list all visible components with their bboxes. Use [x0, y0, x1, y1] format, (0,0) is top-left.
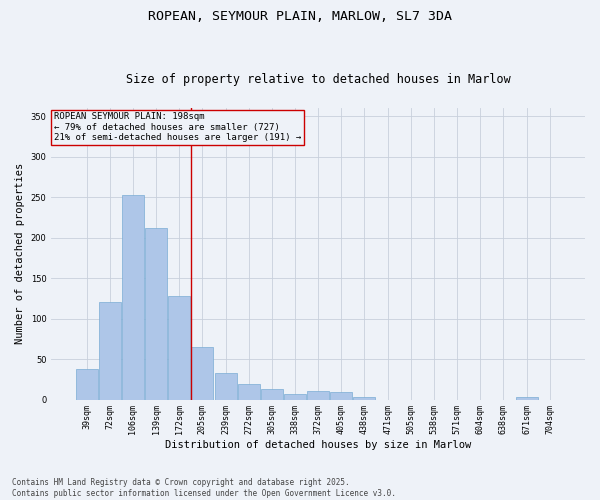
Bar — [99, 302, 121, 400]
Bar — [191, 347, 214, 400]
Text: ROPEAN, SEYMOUR PLAIN, MARLOW, SL7 3DA: ROPEAN, SEYMOUR PLAIN, MARLOW, SL7 3DA — [148, 10, 452, 23]
Bar — [261, 389, 283, 400]
Bar — [122, 196, 144, 400]
Text: ROPEAN SEYMOUR PLAIN: 198sqm
← 79% of detached houses are smaller (727)
21% of s: ROPEAN SEYMOUR PLAIN: 198sqm ← 79% of de… — [54, 112, 301, 142]
Bar — [284, 394, 306, 400]
Text: Contains HM Land Registry data © Crown copyright and database right 2025.
Contai: Contains HM Land Registry data © Crown c… — [12, 478, 396, 498]
Bar — [215, 373, 236, 400]
X-axis label: Distribution of detached houses by size in Marlow: Distribution of detached houses by size … — [165, 440, 471, 450]
Bar — [331, 392, 352, 400]
Bar — [353, 397, 376, 400]
Title: Size of property relative to detached houses in Marlow: Size of property relative to detached ho… — [126, 73, 511, 86]
Bar — [76, 369, 98, 400]
Bar — [168, 296, 190, 400]
Bar — [515, 397, 538, 400]
Bar — [238, 384, 260, 400]
Bar — [307, 392, 329, 400]
Bar — [145, 228, 167, 400]
Y-axis label: Number of detached properties: Number of detached properties — [15, 163, 25, 344]
